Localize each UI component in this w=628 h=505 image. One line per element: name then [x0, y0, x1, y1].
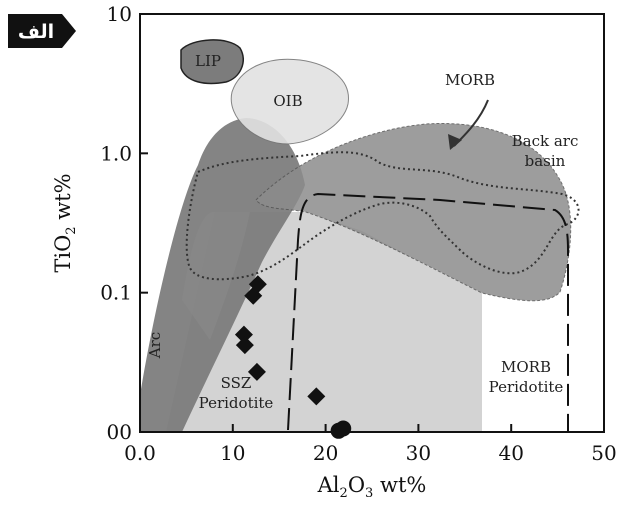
y-tick-label: 00	[107, 420, 132, 444]
circle-point	[335, 420, 352, 437]
panel-badge: الف	[8, 14, 76, 48]
label-arc: Arc	[146, 332, 164, 359]
y-tick-label: 0.1	[100, 281, 132, 305]
y-axis-title: TiO2 wt%	[51, 173, 79, 272]
diamond-point	[247, 362, 266, 381]
morb-peridotite-boundary	[287, 192, 569, 432]
panel-badge-label: الف	[18, 21, 54, 43]
label-ssz-peridotite: Peridotite	[199, 394, 274, 412]
diamond-point	[244, 286, 263, 305]
y-tick-label: 10	[107, 2, 132, 26]
y-tick-label: 1.0	[100, 141, 132, 165]
morb-field	[255, 123, 572, 302]
x-axis-title: Al2O3 wt%	[317, 473, 427, 501]
data-points	[234, 275, 352, 439]
x-tick-label: 50	[591, 441, 616, 465]
plot-frame	[139, 13, 605, 433]
lip-field	[180, 39, 244, 85]
label-ssz: SSZ	[221, 374, 252, 392]
label-back-arc: Back arc	[512, 132, 579, 150]
label-back-arc-basin: basin	[525, 152, 566, 170]
diamond-point	[234, 325, 253, 344]
label-morb-peridotite: Peridotite	[489, 378, 564, 396]
arc-field-inner	[182, 211, 250, 340]
oib-field	[230, 58, 349, 145]
label-oib: OIB	[273, 92, 302, 110]
label-morb: MORB	[445, 71, 495, 89]
diamond-point	[307, 387, 326, 406]
x-tick-label: 20	[313, 441, 338, 465]
label-lip: LIP	[195, 52, 221, 70]
x-tick-label: 0.0	[124, 441, 156, 465]
axis-ticks: 0.0 10 20 30 40 50 00 0.1 1.0 10	[100, 2, 617, 465]
morb-arrow-head	[448, 134, 462, 150]
x-tick-label: 10	[220, 441, 245, 465]
diamond-point	[235, 336, 254, 355]
x-tick-label: 40	[498, 441, 523, 465]
label-morb-peridotite-top: MORB	[501, 358, 551, 376]
x-tick-label: 30	[406, 441, 431, 465]
